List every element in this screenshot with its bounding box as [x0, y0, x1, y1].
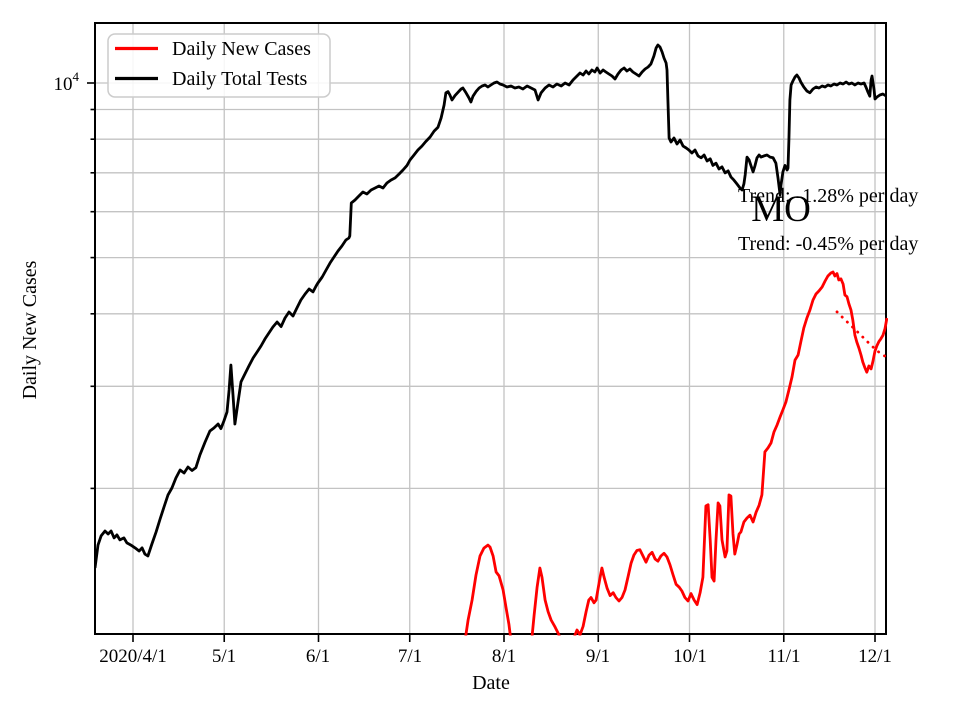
x-tick-label: 11/1: [767, 646, 800, 667]
trend-annotation-top: Trend: -1.28% per day: [738, 185, 918, 207]
x-tick-label: 2020/4/1: [99, 646, 167, 667]
y-axis-label: Daily New Cases: [19, 260, 41, 399]
x-tick-label: 9/1: [586, 646, 610, 667]
y-tick-label: 104: [54, 69, 80, 95]
gridlines: [95, 23, 886, 634]
legend-label-cases: Daily New Cases: [172, 38, 311, 60]
series-layer: [94, 43, 888, 636]
state-annotation: MO: [751, 189, 811, 230]
x-tick-label: 6/1: [306, 646, 330, 667]
legend-box: [107, 33, 331, 98]
tick-marks: [87, 82, 876, 642]
x-tick-label: 10/1: [673, 646, 707, 667]
x-tick-label: 7/1: [398, 646, 422, 667]
x-axis-label: Date: [472, 672, 510, 694]
legend-label-tests: Daily Total Tests: [172, 68, 308, 90]
x-tick-label: 12/1: [858, 646, 892, 667]
trend-annotation-bottom: Trend: -0.45% per day: [738, 233, 918, 255]
legend: Daily New Cases Daily Total Tests: [107, 33, 331, 98]
x-tick-label: 8/1: [492, 646, 516, 667]
plot-border: [94, 22, 887, 635]
x-tick-labels: 2020/4/1 5/1 6/1 7/1 8/1 9/1 10/1 11/1 1…: [99, 646, 892, 667]
x-tick-label: 5/1: [212, 646, 236, 667]
